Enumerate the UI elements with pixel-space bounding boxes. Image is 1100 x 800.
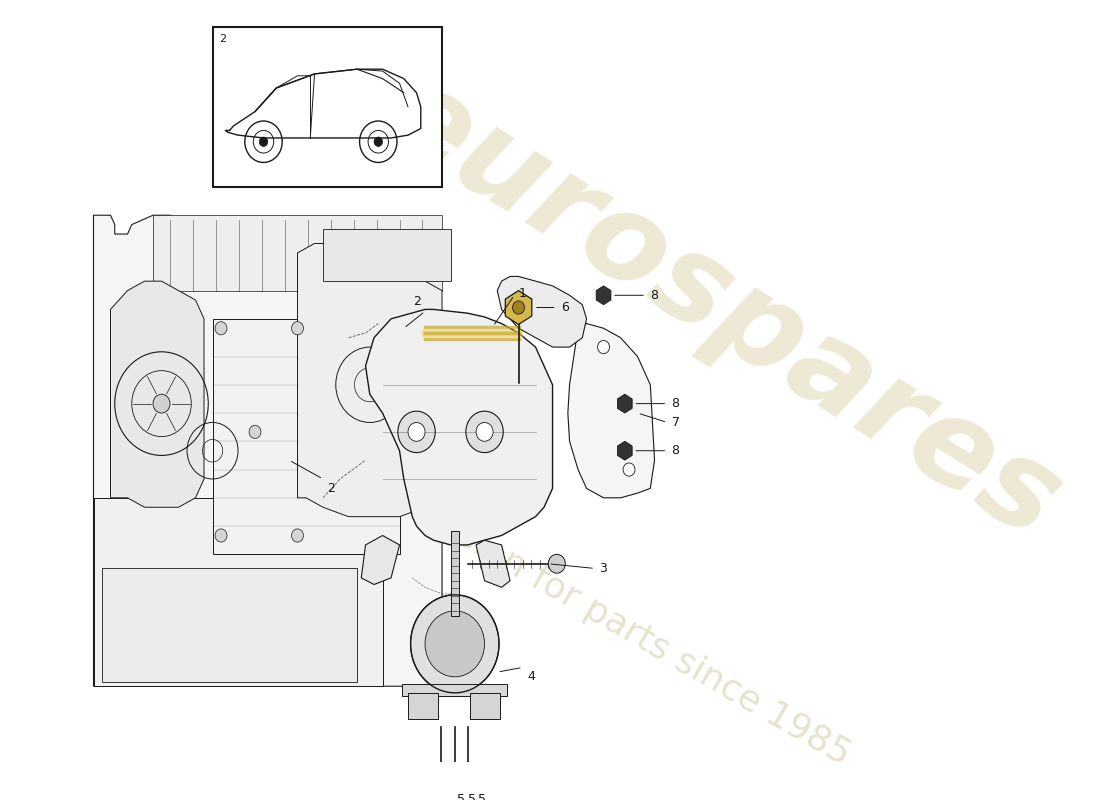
Text: 2: 2 xyxy=(412,294,421,307)
Text: 8: 8 xyxy=(672,444,680,458)
Circle shape xyxy=(249,426,261,438)
Text: 5: 5 xyxy=(468,793,475,800)
Circle shape xyxy=(408,422,425,442)
Text: 2: 2 xyxy=(328,482,336,495)
Text: 5: 5 xyxy=(478,793,486,800)
Bar xyxy=(403,684,507,696)
Bar xyxy=(94,498,383,686)
Text: 8: 8 xyxy=(650,289,658,302)
Text: 2: 2 xyxy=(219,34,227,44)
Polygon shape xyxy=(596,286,611,305)
Bar xyxy=(462,772,475,781)
Bar xyxy=(470,693,499,719)
Text: 6: 6 xyxy=(561,301,569,314)
Circle shape xyxy=(548,554,565,573)
Text: 7: 7 xyxy=(672,416,680,429)
Bar xyxy=(451,530,459,615)
Bar xyxy=(323,230,451,281)
Bar xyxy=(434,772,448,781)
Polygon shape xyxy=(617,442,632,460)
Polygon shape xyxy=(365,310,552,545)
Circle shape xyxy=(260,137,267,146)
Bar xyxy=(212,319,399,554)
Circle shape xyxy=(425,611,484,677)
Text: a passion for parts since 1985: a passion for parts since 1985 xyxy=(367,469,857,771)
Bar xyxy=(102,569,358,682)
Circle shape xyxy=(292,322,304,335)
Circle shape xyxy=(398,411,436,453)
Polygon shape xyxy=(153,215,442,290)
Polygon shape xyxy=(568,323,654,498)
Circle shape xyxy=(153,394,170,413)
Text: 3: 3 xyxy=(600,562,607,575)
Circle shape xyxy=(374,137,383,146)
Circle shape xyxy=(513,301,525,314)
Circle shape xyxy=(410,595,499,693)
Circle shape xyxy=(623,463,635,476)
Polygon shape xyxy=(297,243,442,517)
Polygon shape xyxy=(497,277,586,347)
Text: 1: 1 xyxy=(518,287,527,300)
Circle shape xyxy=(292,529,304,542)
Text: 4: 4 xyxy=(527,670,535,683)
Text: 5: 5 xyxy=(456,793,464,800)
Polygon shape xyxy=(505,290,531,325)
Polygon shape xyxy=(94,215,442,686)
Polygon shape xyxy=(361,535,399,585)
Bar xyxy=(212,26,442,187)
Text: eurospares: eurospares xyxy=(364,55,1081,564)
Circle shape xyxy=(465,411,503,453)
Polygon shape xyxy=(476,540,510,587)
Bar xyxy=(408,693,438,719)
Circle shape xyxy=(476,422,493,442)
Circle shape xyxy=(597,341,609,354)
Circle shape xyxy=(216,322,227,335)
Text: 8: 8 xyxy=(672,397,680,410)
Circle shape xyxy=(216,529,227,542)
Bar xyxy=(448,772,462,781)
Polygon shape xyxy=(617,394,632,413)
Polygon shape xyxy=(110,281,204,507)
